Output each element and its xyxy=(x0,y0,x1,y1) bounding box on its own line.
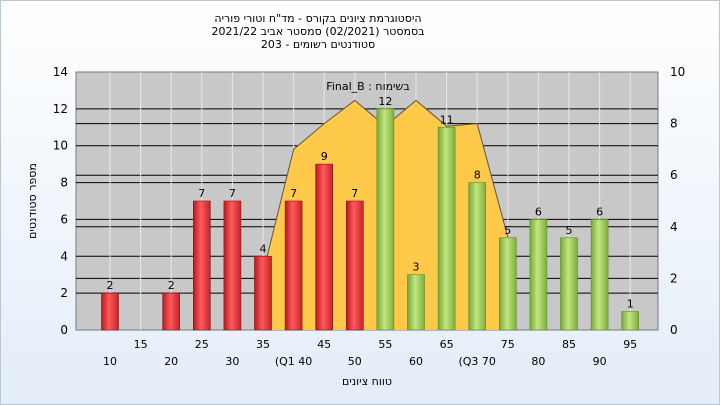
x-tick-label: 95 xyxy=(623,338,637,351)
x-tick-label: 65 xyxy=(440,338,454,351)
bar xyxy=(193,200,211,331)
y2-tick-label: 10 xyxy=(670,65,685,79)
bar xyxy=(468,182,487,331)
bar xyxy=(376,108,395,331)
bar xyxy=(498,237,517,331)
bar xyxy=(315,163,334,331)
bar xyxy=(345,200,364,331)
x-tick-label: 20 xyxy=(164,355,178,368)
x-tick-label: 85 xyxy=(562,338,576,351)
bar xyxy=(621,311,640,331)
bar xyxy=(437,126,456,331)
bar xyxy=(101,292,119,331)
bar xyxy=(223,200,242,331)
y-axis-label: מספר סטודנטים xyxy=(26,163,39,239)
title-line-2: בסמסטר (02/2021) סמסטר אביב 2021/22 xyxy=(211,25,424,38)
y2-tick-label: 0 xyxy=(670,323,678,337)
y2-tick-label: 2 xyxy=(670,271,678,285)
bar-value-label: 11 xyxy=(440,113,454,126)
y2-tick-label: 8 xyxy=(670,117,678,131)
annotation-label: Final_B : בשימוח xyxy=(326,80,409,93)
x-axis-ticks: 10 15 20 25 30 35 (Q1 40 45 50 55 60 65 (Q3 70 75 80 85… xyxy=(103,338,637,368)
title-line-3: סטודנטים רשומים - 203 xyxy=(261,38,375,51)
bar-value-label: 7 xyxy=(351,187,358,200)
bar-value-label: 9 xyxy=(321,150,328,163)
x-tick-label: 90 xyxy=(593,355,607,368)
x-tick-label: (Q3 70 xyxy=(458,355,495,368)
x-tick-label: 75 xyxy=(501,338,515,351)
y-tick-label: 2 xyxy=(60,286,68,300)
y-tick-label: 10 xyxy=(53,139,68,153)
bar-value-label: 7 xyxy=(229,187,236,200)
x-tick-label: (Q1 40 xyxy=(275,355,312,368)
title-line-1: היסטוגרמת ציונים בקורס - מד"ח וטורי פורי… xyxy=(214,12,421,25)
bar-series xyxy=(101,108,640,331)
y-tick-label: 14 xyxy=(53,65,68,79)
bar-value-label: 4 xyxy=(260,242,267,255)
bar-value-label: 6 xyxy=(596,205,603,218)
bar-value-label: 12 xyxy=(378,95,392,108)
chart-title: היסטוגרמת ציונים בקורס - מד"ח וטורי פורי… xyxy=(211,12,424,51)
x-tick-label: 80 xyxy=(531,355,545,368)
bar xyxy=(254,255,272,331)
y-tick-label: 6 xyxy=(60,212,68,226)
x-tick-label: 50 xyxy=(348,355,362,368)
bar xyxy=(529,219,548,331)
bar-value-label: 5 xyxy=(504,224,511,237)
bar-value-label: 1 xyxy=(627,298,634,311)
x-tick-label: 30 xyxy=(225,355,239,368)
y-axis-ticks: 0 2 4 6 8 10 12 14 xyxy=(53,65,68,337)
x-tick-label: 10 xyxy=(103,355,117,368)
bar-value-label: 6 xyxy=(535,205,542,218)
y-tick-label: 8 xyxy=(60,176,68,190)
bar-value-labels: 2 2 7 7 4 7 9 7 12 3 11 8 5 6 5 6 1 xyxy=(107,95,634,311)
x-tick-label: 25 xyxy=(195,338,209,351)
y2-axis-ticks: 0 2 4 6 8 10 xyxy=(670,65,685,337)
bar-value-label: 2 xyxy=(107,279,114,292)
y-tick-label: 12 xyxy=(53,102,68,116)
bar xyxy=(407,274,425,331)
bar xyxy=(162,292,180,331)
x-tick-label: 15 xyxy=(134,338,148,351)
bar-value-label: 8 xyxy=(474,169,481,182)
x-tick-label: 60 xyxy=(409,355,423,368)
x-tick-label: 55 xyxy=(378,338,392,351)
bar xyxy=(590,219,609,331)
bar-value-label: 7 xyxy=(290,187,297,200)
y-tick-label: 4 xyxy=(60,249,68,263)
bar xyxy=(560,237,578,331)
y2-tick-label: 6 xyxy=(670,168,678,182)
bar-value-label: 7 xyxy=(198,187,205,200)
bar xyxy=(284,200,303,331)
bar-value-label: 2 xyxy=(168,279,175,292)
x-tick-label: 35 xyxy=(256,338,270,351)
x-axis-label: טווח ציונים xyxy=(342,375,392,388)
x-tick-label: 45 xyxy=(317,338,331,351)
y2-tick-label: 4 xyxy=(670,220,678,234)
bar-value-label: 5 xyxy=(566,224,573,237)
bar-value-label: 3 xyxy=(413,261,420,274)
y-tick-label: 0 xyxy=(60,323,68,337)
